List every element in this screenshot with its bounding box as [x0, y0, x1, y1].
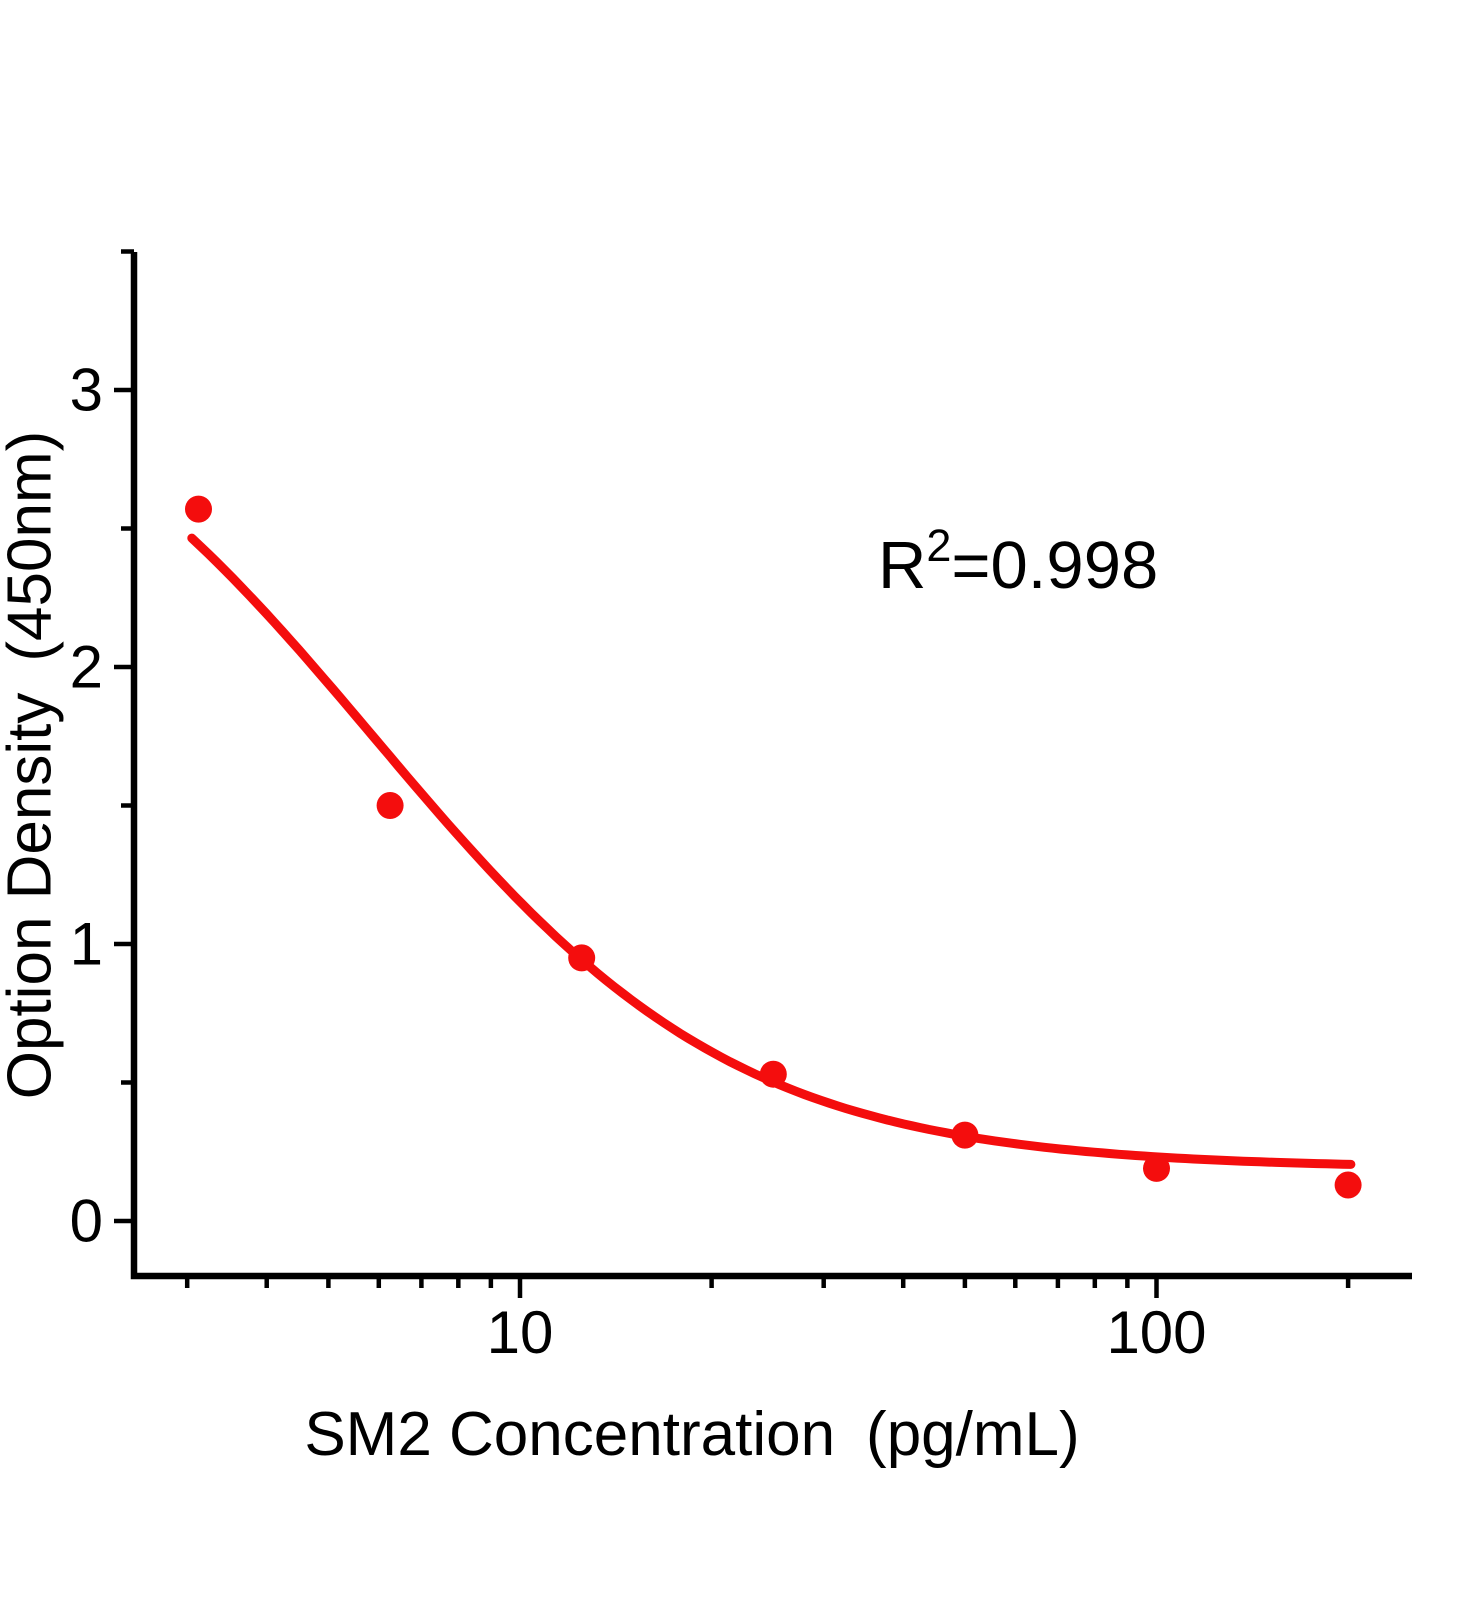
x-tick-label: 10: [487, 1299, 554, 1366]
data-point: [951, 1121, 979, 1149]
y-tick-label: 2: [70, 634, 103, 701]
y-tick-label: 0: [70, 1188, 103, 1255]
data-point: [568, 944, 596, 972]
r-squared-annotation: R2=0.998: [878, 520, 1158, 603]
axis-spines: [130, 252, 1412, 1280]
y-tick-label: 1: [70, 911, 103, 978]
x-tick-label: 100: [1106, 1299, 1206, 1366]
y-axis-title: Option Density (450nm): [0, 431, 65, 1100]
data-point: [376, 792, 404, 819]
data-point: [759, 1060, 787, 1088]
data-point: [1143, 1154, 1170, 1182]
y-tick-label: 3: [70, 357, 103, 424]
data-point: [185, 495, 212, 523]
data-point: [1334, 1171, 1362, 1199]
x-axis-title: SM2 Concentration (pg/mL): [304, 1400, 1079, 1469]
